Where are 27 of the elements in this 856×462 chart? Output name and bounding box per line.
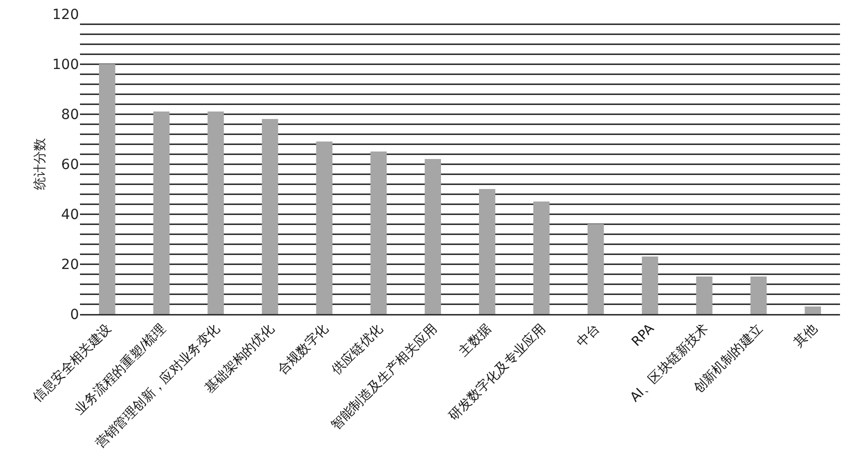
bar xyxy=(588,224,604,314)
bar xyxy=(696,276,712,314)
y-tick-label: 20 xyxy=(61,256,79,273)
x-tick-label: 主数据 xyxy=(456,320,495,360)
y-tick-label: 100 xyxy=(52,56,79,73)
y-tick-label: 40 xyxy=(61,206,79,223)
bar xyxy=(424,159,441,314)
x-tick-label: 合规数字化 xyxy=(274,320,332,378)
bar xyxy=(642,256,658,314)
y-tick-label: 80 xyxy=(61,106,79,123)
bar xyxy=(153,112,170,314)
bar xyxy=(479,189,496,314)
bar xyxy=(208,112,224,314)
x-tick-label: 中台 xyxy=(574,321,604,350)
x-tick-label: RPA xyxy=(629,321,658,350)
bar xyxy=(262,119,278,314)
bar xyxy=(804,306,821,314)
bar xyxy=(316,142,332,314)
bar xyxy=(533,202,550,314)
bar xyxy=(370,152,387,314)
y-axis-title: 统计分数 xyxy=(33,138,48,190)
x-tick-label: 其他 xyxy=(791,321,820,350)
y-tick-label: 60 xyxy=(61,156,79,173)
y-tick-label: 0 xyxy=(70,306,79,323)
bar xyxy=(750,276,767,314)
bar xyxy=(99,64,116,314)
y-tick-label: 120 xyxy=(52,6,79,23)
